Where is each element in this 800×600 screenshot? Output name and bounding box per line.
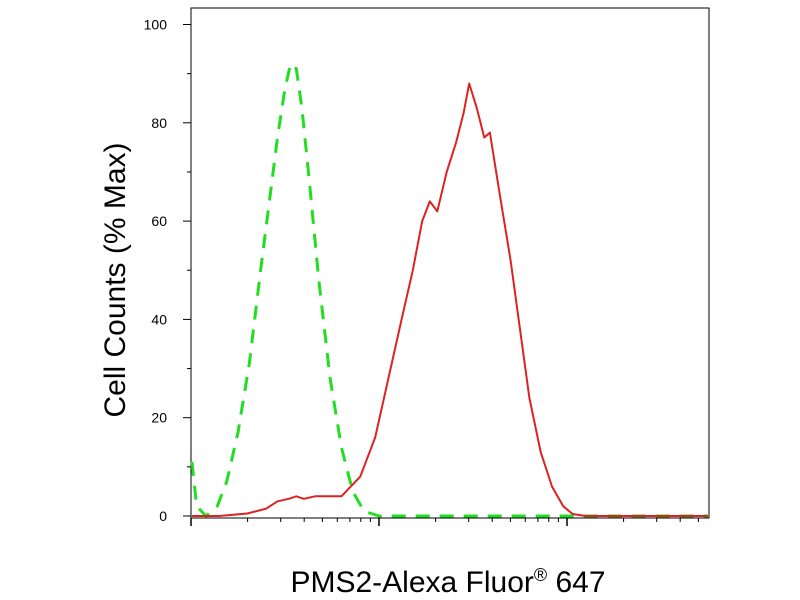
- x-axis-title-main: PMS2-Alexa Fluor: [290, 566, 533, 599]
- y-tick-label: 40: [151, 311, 167, 327]
- x-axis-title-registered-mark: ®: [534, 565, 547, 585]
- y-tick-label: 80: [151, 115, 167, 131]
- y-axis: 0 20 40 60 80 100: [144, 17, 191, 524]
- plot-frame: [190, 7, 710, 519]
- series-layer: [190, 62, 708, 518]
- y-tick-label: 0: [159, 508, 167, 524]
- y-tick-label: 100: [144, 17, 168, 33]
- control-histogram-line: [190, 62, 708, 518]
- y-axis-title: Cell Counts (% Max): [99, 142, 132, 417]
- y-tick-label: 20: [151, 410, 167, 426]
- x-axis-title-suffix: 647: [547, 566, 605, 599]
- y-tick-label: 60: [151, 213, 167, 229]
- x-axis: [190, 518, 699, 526]
- sample-histogram-line: [192, 82, 708, 517]
- x-axis-title: PMS2-Alexa Fluor® 647: [290, 565, 605, 599]
